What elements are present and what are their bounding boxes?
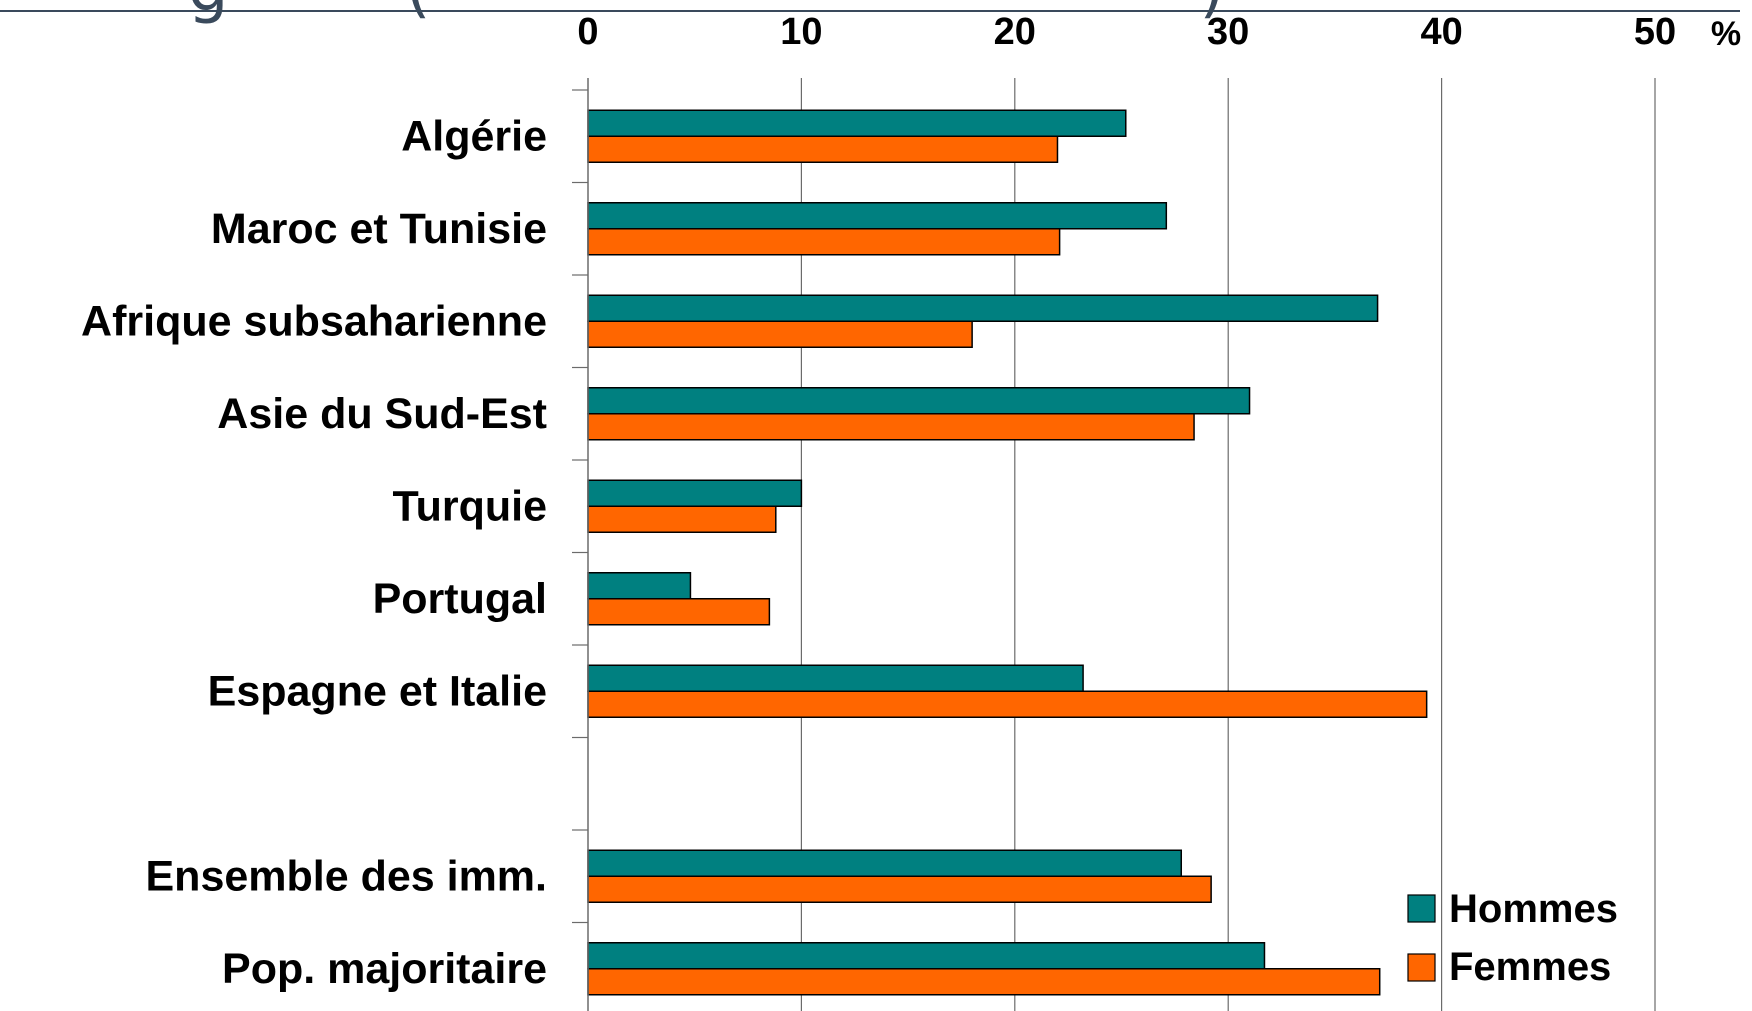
legend-swatch-femmes bbox=[1407, 953, 1436, 982]
bar-hommes-9 bbox=[587, 942, 1266, 970]
bar-hommes-4 bbox=[587, 479, 803, 507]
bar-hommes-2 bbox=[587, 294, 1379, 322]
bar-hommes-0 bbox=[587, 109, 1127, 137]
title-fragment-g: g bbox=[188, 0, 229, 26]
bar-femmes-4 bbox=[587, 505, 777, 533]
bar-hommes-1 bbox=[587, 202, 1168, 230]
category-label-3: Asie du Sud-Est bbox=[217, 390, 547, 438]
x-tick-label-0: 0 bbox=[577, 11, 598, 53]
category-label-5: Portugal bbox=[373, 575, 547, 623]
x-tick-label-30: 30 bbox=[1207, 11, 1249, 53]
x-axis-unit: % bbox=[1711, 15, 1741, 53]
category-label-2: Afrique subsaharienne bbox=[81, 297, 547, 345]
x-tick-label-40: 40 bbox=[1420, 11, 1462, 53]
bar-femmes-3 bbox=[587, 413, 1195, 441]
category-labels: Algérie Maroc et Tunisie Afrique subsahari… bbox=[81, 112, 547, 993]
title-fragment-close-paren: ) bbox=[1200, 0, 1225, 26]
bar-femmes-5 bbox=[587, 598, 771, 626]
legend-label-femmes: Femmes bbox=[1449, 945, 1611, 989]
legend-swatch-hommes bbox=[1407, 894, 1436, 923]
category-label-9: Pop. majoritaire bbox=[222, 945, 547, 993]
x-tick-label-20: 20 bbox=[994, 11, 1036, 53]
x-axis-ticks: 0 10 20 30 40 50 bbox=[577, 11, 1676, 53]
x-tick-label-50: 50 bbox=[1634, 11, 1676, 53]
legend: Hommes Femmes bbox=[1407, 887, 1618, 989]
bar-femmes-2 bbox=[587, 320, 973, 348]
bar-femmes-0 bbox=[587, 135, 1059, 163]
bar-hommes-3 bbox=[587, 387, 1251, 415]
bar-hommes-5 bbox=[587, 572, 692, 600]
bar-femmes-9 bbox=[587, 968, 1381, 996]
bar-hommes-8 bbox=[587, 849, 1183, 877]
bar-femmes-6 bbox=[587, 690, 1428, 718]
title-fragment-open-paren: ( bbox=[406, 0, 431, 26]
category-label-8: Ensemble des imm. bbox=[146, 852, 548, 900]
category-label-0: Algérie bbox=[401, 112, 547, 160]
bar-hommes-6 bbox=[587, 664, 1084, 692]
category-label-4: Turquie bbox=[393, 482, 547, 530]
category-label-6: Espagne et Italie bbox=[208, 667, 547, 715]
y-axis bbox=[572, 78, 589, 1011]
bar-femmes-1 bbox=[587, 228, 1061, 256]
bars bbox=[587, 109, 1428, 996]
bar-femmes-8 bbox=[587, 875, 1212, 903]
x-tick-label-10: 10 bbox=[780, 11, 822, 53]
category-label-1: Maroc et Tunisie bbox=[211, 205, 547, 253]
legend-label-hommes: Hommes bbox=[1449, 887, 1618, 931]
